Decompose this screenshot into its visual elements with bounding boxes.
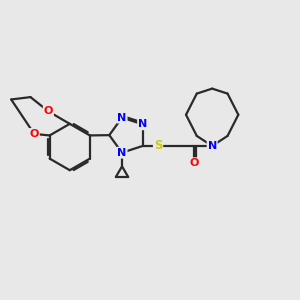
Text: N: N xyxy=(117,112,127,123)
Text: O: O xyxy=(190,158,199,168)
Text: N: N xyxy=(138,119,147,129)
Text: O: O xyxy=(29,129,39,139)
Text: S: S xyxy=(154,140,162,152)
Text: N: N xyxy=(208,141,217,151)
Text: N: N xyxy=(117,148,127,158)
Text: O: O xyxy=(44,106,53,116)
